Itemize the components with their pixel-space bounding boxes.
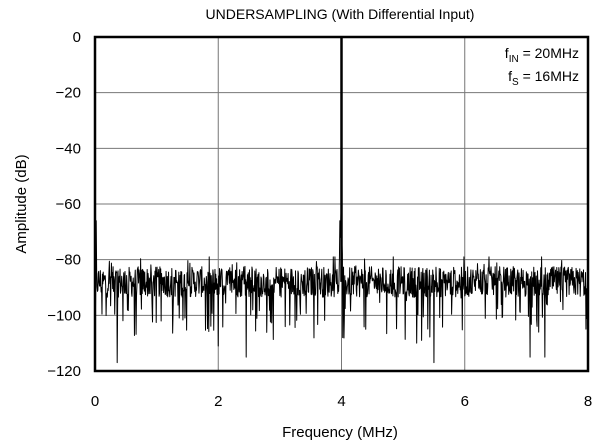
y-tick-label: −20 — [56, 85, 81, 102]
x-tick-label: 0 — [91, 393, 99, 410]
y-axis-ticks: 0 −20 −40 −60 −80 −100 −120 — [47, 29, 81, 380]
annotation-label: fIN = 20MHz — [505, 45, 579, 65]
legend-annotations: fIN = 20MHz fS = 16MHz — [505, 45, 579, 88]
y-axis-label: Amplitude (dB) — [13, 154, 30, 253]
x-axis-ticks: 0 2 4 6 8 — [91, 393, 592, 410]
x-tick-label: 2 — [214, 393, 222, 410]
y-tick-label: −60 — [56, 196, 81, 213]
y-tick-label: −40 — [56, 140, 81, 157]
x-tick-label: 8 — [584, 393, 592, 410]
y-tick-label: −100 — [47, 307, 81, 324]
y-tick-label: 0 — [73, 29, 81, 46]
x-tick-label: 4 — [337, 393, 345, 410]
x-axis-label: Frequency (MHz) — [282, 424, 398, 441]
plot-frame — [93, 35, 590, 373]
y-tick-label: −80 — [56, 252, 81, 269]
annotation-label: fS = 16MHz — [508, 68, 579, 88]
x-tick-label: 6 — [461, 393, 469, 410]
chart-title: UNDERSAMPLING (With Differential Input) — [206, 6, 475, 22]
y-tick-label: −120 — [47, 363, 81, 380]
